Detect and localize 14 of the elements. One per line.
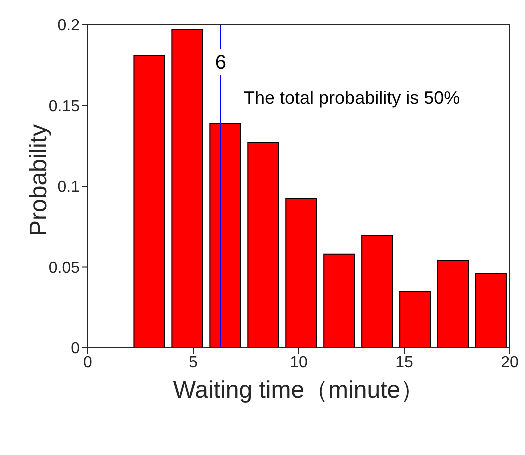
ref-line-label: 6	[215, 52, 226, 74]
y-tick-label: 0.1	[58, 179, 80, 196]
x-tick-label: 20	[501, 354, 519, 372]
y-axis-title: Probability	[26, 124, 53, 236]
y-tick-label: 0	[71, 340, 80, 358]
x-tick-label: 0	[84, 354, 93, 372]
x-tick-label: 15	[396, 354, 414, 372]
y-tick-label: 0.2	[58, 18, 80, 35]
y-tick-label: 0.05	[48, 260, 80, 277]
annotation: The total probability is 50%	[244, 88, 460, 109]
y-tick-label: 0.15	[48, 98, 80, 116]
x-tick-label: 10	[290, 354, 308, 372]
x-axis-title: Waiting time（minute）	[173, 377, 425, 404]
x-tick-label: 5	[189, 354, 198, 372]
